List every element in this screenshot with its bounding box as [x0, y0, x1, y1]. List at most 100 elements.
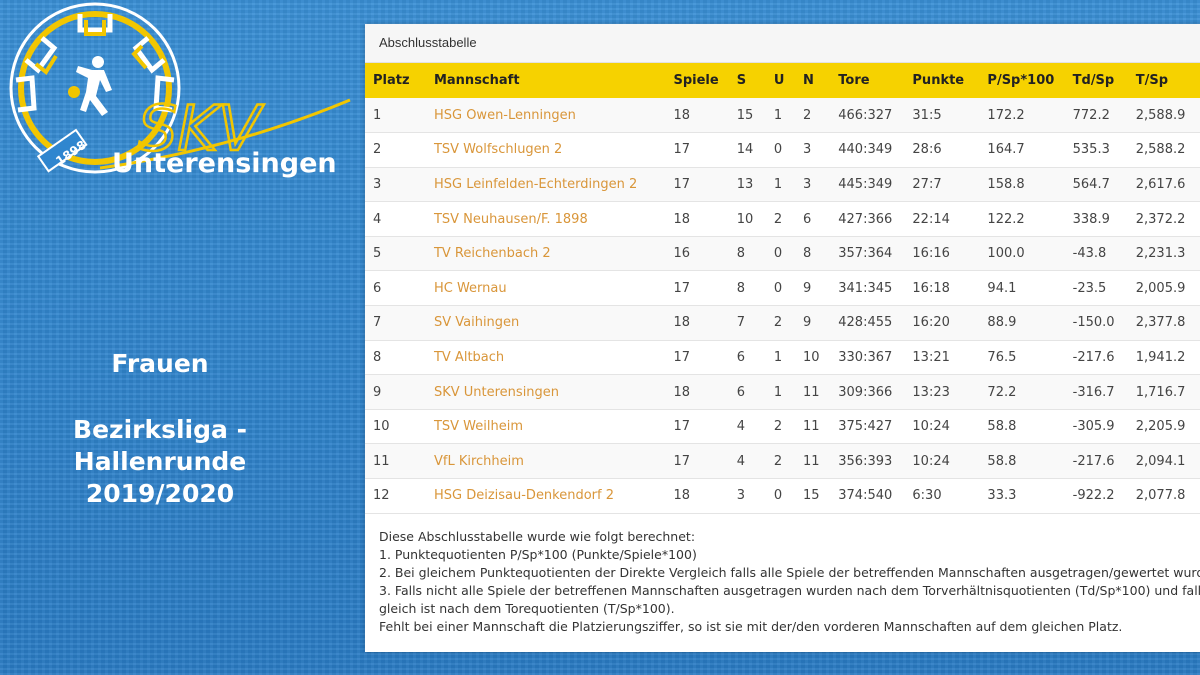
cell-t-sp: 2,231.3 — [1135, 246, 1186, 262]
cell-s: 4 — [736, 419, 745, 435]
cell-tore: 466:327 — [838, 107, 893, 123]
cell-tore: 357:364 — [838, 246, 893, 262]
table-row: 8 TV Altbach 17 6 1 10 330:367 13:21 76.5 -217.6 1… — [365, 340, 1200, 375]
table-row: 12 HSG Deizisau-Denkendorf 2 18 3 0 15 374:540… — [365, 478, 1200, 514]
cell-u: 1 — [773, 384, 783, 400]
cell-n: 6 — [803, 211, 812, 227]
team-link[interactable]: HSG Owen-Lenningen — [433, 107, 576, 123]
team-link[interactable]: SKV Unterensingen — [433, 384, 560, 400]
cell-tore: 374:540 — [838, 488, 893, 504]
cell-platz: 2 — [373, 142, 382, 158]
cell-s: 6 — [736, 349, 745, 365]
cell-td-sp: 564.7 — [1072, 176, 1110, 192]
cell-t-sp: 2,588.9 — [1135, 107, 1186, 123]
cell-u: 1 — [773, 107, 783, 123]
cell-t-sp: 1,941.2 — [1135, 349, 1186, 365]
cell-p-sp: 88.9 — [987, 315, 1017, 331]
cell-s: 3 — [736, 488, 745, 504]
cell-p-sp: 164.7 — [987, 142, 1025, 158]
cell-punkte: 27:7 — [912, 176, 942, 192]
cell-u: 2 — [773, 419, 783, 435]
cell-tore: 428:455 — [838, 315, 893, 331]
team-link[interactable]: TSV Weilheim — [433, 419, 524, 435]
cell-u: 2 — [773, 453, 783, 469]
cell-t-sp: 2,077.8 — [1135, 488, 1186, 504]
cell-p-sp: 100.0 — [987, 246, 1025, 262]
cell-td-sp: -922.2 — [1072, 488, 1115, 504]
club-emblem-icon: 1898 SKV — [9, 2, 351, 174]
cell-spiele: 18 — [673, 315, 690, 331]
cell-punkte: 6:30 — [912, 488, 942, 504]
header-spiele: Spiele — [673, 73, 719, 88]
cell-td-sp: 338.9 — [1072, 211, 1110, 227]
cell-platz: 12 — [373, 488, 390, 504]
cell-platz: 3 — [373, 176, 382, 192]
cell-p-sp: 158.8 — [987, 176, 1025, 192]
standings-table: Platz Mannschaft Spiele S U N Tore Punkt… — [365, 63, 1200, 514]
table-row: 11 VfL Kirchheim 17 4 2 11 356:393 10:24 58.8 -21… — [365, 443, 1200, 479]
team-link[interactable]: TSV Neuhausen/F. 1898 — [433, 211, 588, 227]
caption-category: Frauen — [111, 349, 209, 378]
cell-n: 3 — [803, 142, 812, 158]
cell-u: 2 — [773, 211, 783, 227]
cell-punkte: 31:5 — [912, 107, 942, 123]
cell-td-sp: 535.3 — [1072, 142, 1110, 158]
club-logo: 1898 SKV Unterensingen — [0, 0, 360, 200]
cell-tore: 375:427 — [838, 419, 893, 435]
cell-td-sp: -43.8 — [1072, 246, 1107, 262]
cell-spiele: 17 — [673, 453, 690, 469]
cell-platz: 1 — [373, 107, 382, 123]
header-t-sp: T/Sp — [1135, 73, 1169, 88]
team-link[interactable]: HSG Deizisau-Denkendorf 2 — [433, 488, 615, 504]
cell-n: 9 — [803, 280, 812, 296]
cell-spiele: 17 — [673, 142, 690, 158]
cell-p-sp: 58.8 — [987, 419, 1017, 435]
cell-s: 4 — [736, 453, 745, 469]
header-s: S — [736, 73, 747, 88]
cell-t-sp: 1,716.7 — [1135, 384, 1186, 400]
cell-p-sp: 94.1 — [987, 280, 1017, 296]
team-link[interactable]: SV Vaihingen — [433, 315, 520, 331]
cell-tore: 445:349 — [838, 176, 893, 192]
cell-u: 1 — [773, 176, 783, 192]
cell-punkte: 10:24 — [912, 453, 950, 469]
team-link[interactable]: VfL Kirchheim — [433, 453, 524, 469]
cell-punkte: 16:20 — [912, 315, 950, 331]
cell-punkte: 28:6 — [912, 142, 942, 158]
header-td-sp: Td/Sp — [1072, 73, 1115, 88]
cell-td-sp: -305.9 — [1072, 419, 1115, 435]
cell-punkte: 16:18 — [912, 280, 950, 296]
cell-p-sp: 122.2 — [987, 211, 1025, 227]
team-link[interactable]: TSV Wolfschlugen 2 — [433, 142, 563, 158]
cell-spiele: 17 — [673, 349, 690, 365]
team-link[interactable]: TV Reichenbach 2 — [433, 246, 551, 262]
team-link[interactable]: TV Altbach — [433, 349, 505, 365]
cell-td-sp: -150.0 — [1072, 315, 1115, 331]
note-line: Fehlt bei einer Mannschaft die Platzieru… — [379, 618, 1123, 634]
cell-n: 11 — [803, 384, 820, 400]
cell-platz: 6 — [373, 280, 382, 296]
cell-punkte: 10:24 — [912, 419, 950, 435]
cell-spiele: 17 — [673, 176, 690, 192]
logo-wordmark: SKV — [138, 92, 265, 165]
team-link[interactable]: HC Wernau — [433, 280, 507, 296]
table-row: 7 SV Vaihingen 18 7 2 9 428:455 16:20 88.9 -150.0… — [365, 305, 1200, 341]
cell-n: 3 — [803, 176, 812, 192]
cell-u: 0 — [773, 280, 783, 296]
table-row: 5 TV Reichenbach 2 16 8 0 8 357:364 16:16 100.0 -… — [365, 236, 1200, 271]
cell-p-sp: 76.5 — [987, 349, 1017, 365]
team-link[interactable]: HSG Leinfelden-Echterdingen 2 — [433, 176, 638, 192]
league-caption: Frauen Bezirksliga - Hallenrunde 2019/20… — [40, 348, 280, 510]
cell-n: 11 — [803, 453, 820, 469]
cell-punkte: 16:16 — [912, 246, 950, 262]
cell-platz: 9 — [373, 384, 382, 400]
calculation-notes: Diese Abschlusstabelle wurde wie folgt b… — [365, 514, 1200, 636]
cell-spiele: 17 — [673, 280, 690, 296]
table-row: 10 TSV Weilheim 17 4 2 11 375:427 10:24 58.8 -305… — [365, 409, 1200, 444]
cell-spiele: 17 — [673, 419, 690, 435]
cell-n: 8 — [803, 246, 812, 262]
header-tore: Tore — [838, 73, 870, 88]
cell-s: 10 — [736, 211, 754, 227]
cell-tore: 427:366 — [838, 211, 893, 227]
table-row: 3 HSG Leinfelden-Echterdingen 2 17 13 1 3 445:… — [365, 167, 1200, 202]
